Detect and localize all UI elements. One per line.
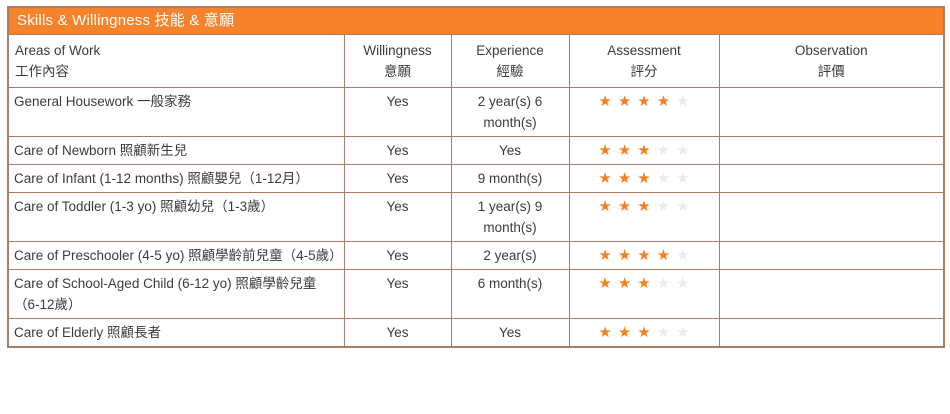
- section-title: Skills & Willingness 技能 & 意願: [7, 6, 945, 35]
- star-empty-icon: ★: [676, 93, 690, 110]
- header-en: Areas of Work: [15, 43, 101, 58]
- star-filled-icon: ★: [598, 275, 612, 292]
- star-empty-icon: ★: [656, 324, 671, 341]
- star-filled-icon: ★: [656, 247, 671, 264]
- star-empty-icon: ★: [656, 142, 671, 159]
- star-filled-icon: ★: [617, 170, 632, 187]
- star-empty-icon: ★: [676, 324, 690, 341]
- observation-cell: [718, 318, 945, 348]
- area-of-work-cell: Care of Newborn 照顧新生兒: [7, 136, 345, 165]
- area-of-work-cell: Care of Elderly 照顧長者: [7, 318, 345, 348]
- star-filled-icon: ★: [617, 247, 632, 264]
- star-filled-icon: ★: [637, 275, 651, 292]
- star-filled-icon: ★: [637, 324, 651, 341]
- star-filled-icon: ★: [598, 142, 612, 159]
- star-filled-icon: ★: [656, 93, 671, 110]
- table-row: Care of Elderly 照顧長者 Yes Yes ★ ★ ★ ★ ★: [7, 318, 945, 348]
- willingness-cell: Yes: [343, 164, 452, 193]
- header-zh: 工作內容: [15, 64, 69, 79]
- header-en: Experience: [476, 43, 544, 58]
- observation-cell: [718, 164, 945, 193]
- star-empty-icon: ★: [676, 142, 690, 159]
- section-title-bar: Skills & Willingness 技能 & 意願: [7, 6, 945, 35]
- willingness-cell: Yes: [343, 318, 452, 348]
- area-of-work-cell: Care of School-Aged Child (6-12 yo) 照顧學齡…: [7, 269, 345, 319]
- observation-cell: [718, 192, 945, 242]
- experience-cell: 9 month(s): [450, 164, 570, 193]
- star-empty-icon: ★: [676, 247, 690, 264]
- experience-cell: 1 year(s) 9 month(s): [450, 192, 570, 242]
- star-empty-icon: ★: [676, 275, 690, 292]
- table-row: Care of Preschooler (4-5 yo) 照顧學齡前兒童（4-5…: [7, 241, 945, 270]
- star-filled-icon: ★: [598, 324, 612, 341]
- header-zh: 意願: [384, 64, 411, 79]
- star-filled-icon: ★: [637, 93, 651, 110]
- header-areas-of-work: Areas of Work 工作內容: [7, 34, 345, 88]
- assessment-cell: ★ ★ ★ ★ ★: [568, 269, 720, 319]
- willingness-cell: Yes: [343, 87, 452, 137]
- table-row: Care of Newborn 照顧新生兒 Yes Yes ★ ★ ★ ★ ★: [7, 136, 945, 165]
- table-row: General Housework 一般家務 Yes 2 year(s) 6 mon…: [7, 87, 945, 137]
- table-row: Care of Infant (1-12 months) 照顧嬰兒（1-12月）…: [7, 164, 945, 193]
- observation-cell: [718, 241, 945, 270]
- star-filled-icon: ★: [598, 93, 612, 110]
- willingness-cell: Yes: [343, 241, 452, 270]
- header-zh: 經驗: [496, 64, 524, 79]
- star-filled-icon: ★: [617, 93, 632, 110]
- header-en: Observation: [794, 43, 868, 58]
- star-filled-icon: ★: [637, 170, 651, 187]
- area-of-work-cell: Care of Infant (1-12 months) 照顧嬰兒（1-12月）: [7, 164, 345, 193]
- assessment-cell: ★ ★ ★ ★ ★: [568, 87, 720, 137]
- header-assessment: Assessment 評分: [568, 34, 720, 88]
- experience-cell: 2 year(s) 6 month(s): [450, 87, 570, 137]
- observation-cell: [718, 136, 945, 165]
- star-empty-icon: ★: [676, 198, 690, 215]
- star-empty-icon: ★: [656, 275, 671, 292]
- star-filled-icon: ★: [617, 142, 632, 159]
- header-en: Willingness: [363, 43, 432, 58]
- experience-cell: Yes: [450, 136, 570, 165]
- star-filled-icon: ★: [637, 142, 651, 159]
- experience-cell: 2 year(s): [450, 241, 570, 270]
- experience-cell: Yes: [450, 318, 570, 348]
- table-row: Care of Toddler (1-3 yo) 照顧幼兒（1-3歲） Yes 1 …: [7, 192, 945, 242]
- star-filled-icon: ★: [617, 324, 632, 341]
- area-of-work-cell: Care of Preschooler (4-5 yo) 照顧學齡前兒童（4-5…: [7, 241, 345, 270]
- star-filled-icon: ★: [598, 247, 612, 264]
- willingness-cell: Yes: [343, 192, 452, 242]
- observation-cell: [718, 269, 945, 319]
- star-filled-icon: ★: [598, 170, 612, 187]
- skills-willingness-table: Skills & Willingness 技能 & 意願 Areas of Wo…: [7, 6, 945, 348]
- table-row: Care of School-Aged Child (6-12 yo) 照顧學齡…: [7, 269, 945, 319]
- assessment-cell: ★ ★ ★ ★ ★: [568, 192, 720, 242]
- area-of-work-cell: General Housework 一般家務: [7, 87, 345, 137]
- page-container: Skills & Willingness 技能 & 意願 Areas of Wo…: [7, 6, 945, 348]
- star-empty-icon: ★: [656, 170, 671, 187]
- table-header-row: Areas of Work 工作內容 Willingness 意願 Experi…: [7, 34, 945, 88]
- header-observation: Observation 評價: [718, 34, 945, 88]
- star-empty-icon: ★: [656, 198, 671, 215]
- header-en: Assessment: [607, 43, 681, 58]
- star-empty-icon: ★: [676, 170, 690, 187]
- observation-cell: [718, 87, 945, 137]
- assessment-cell: ★ ★ ★ ★ ★: [568, 136, 720, 165]
- header-zh: 評分: [630, 64, 658, 79]
- star-filled-icon: ★: [617, 198, 632, 215]
- assessment-cell: ★ ★ ★ ★ ★: [568, 241, 720, 270]
- header-willingness: Willingness 意願: [343, 34, 452, 88]
- table-body: General Housework 一般家務 Yes 2 year(s) 6 mon…: [7, 87, 945, 348]
- star-filled-icon: ★: [617, 275, 632, 292]
- willingness-cell: Yes: [343, 269, 452, 319]
- header-experience: Experience 經驗: [450, 34, 570, 88]
- assessment-cell: ★ ★ ★ ★ ★: [568, 318, 720, 348]
- star-filled-icon: ★: [637, 247, 651, 264]
- star-filled-icon: ★: [637, 198, 651, 215]
- experience-cell: 6 month(s): [450, 269, 570, 319]
- star-filled-icon: ★: [598, 198, 612, 215]
- header-zh: 評價: [817, 64, 845, 79]
- assessment-cell: ★ ★ ★ ★ ★: [568, 164, 720, 193]
- willingness-cell: Yes: [343, 136, 452, 165]
- area-of-work-cell: Care of Toddler (1-3 yo) 照顧幼兒（1-3歲）: [7, 192, 345, 242]
